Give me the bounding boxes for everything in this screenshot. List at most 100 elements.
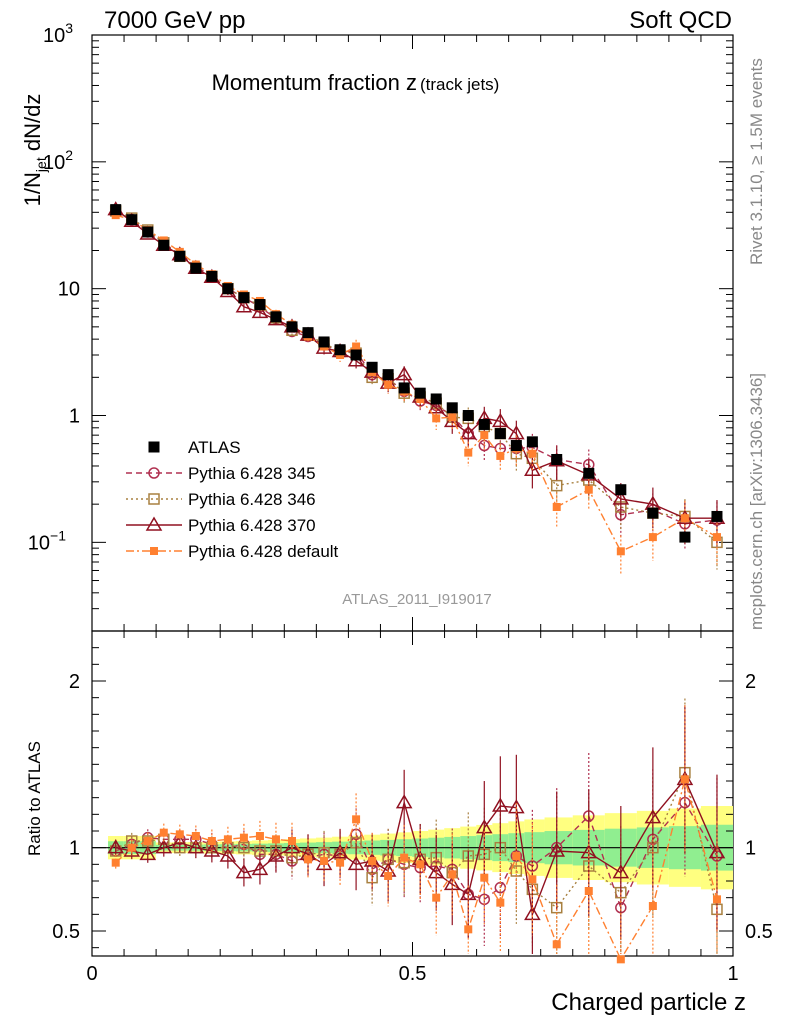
atlas-point <box>430 393 442 405</box>
ratio-point <box>175 830 184 839</box>
ratio-point <box>395 794 413 809</box>
series-point <box>680 514 689 523</box>
legend-label: Pythia 6.428 346 <box>188 490 316 509</box>
atlas-point <box>398 382 410 394</box>
ratio-point <box>235 864 253 879</box>
x-tick-label: 0 <box>86 963 97 985</box>
y-axis-title-ratio: Ratio to ATLAS <box>25 741 44 856</box>
series-point <box>552 502 561 511</box>
ratio-point <box>480 873 489 882</box>
series-point <box>448 413 457 422</box>
ratio-point <box>139 845 157 861</box>
legend-marker <box>148 493 160 505</box>
header-left: 7000 GeV pp <box>104 7 245 34</box>
series-point <box>480 431 489 440</box>
series-point <box>616 547 625 556</box>
series-point <box>712 533 721 542</box>
legend-marker <box>148 467 160 479</box>
ratio-point <box>191 832 200 840</box>
atlas-point <box>366 361 378 373</box>
y-axis-title-main-text: 1/Njet dN/dz <box>20 94 49 207</box>
ratio-point <box>287 837 296 845</box>
ratio-point <box>143 837 152 845</box>
ratio-line <box>115 801 718 910</box>
ratio-point <box>271 835 280 844</box>
legend-marker-atlas <box>148 441 160 453</box>
atlas-point <box>478 418 490 430</box>
atlas-point <box>615 484 627 496</box>
atlas-point <box>286 321 298 333</box>
ratio-point <box>352 815 361 824</box>
header-right: Soft QCD <box>629 7 732 34</box>
atlas-point <box>270 311 282 323</box>
series-point <box>648 533 657 542</box>
series-point <box>496 451 505 460</box>
series-point <box>584 485 593 494</box>
ratio-frame <box>91 630 734 957</box>
y-tick-label-ratio-right: 2 <box>745 671 756 693</box>
ratio-point <box>512 852 521 860</box>
series-point <box>416 394 425 403</box>
series-point <box>352 342 361 351</box>
series-point <box>235 298 253 313</box>
legend-label: Pythia 6.428 370 <box>188 516 316 535</box>
series-point <box>111 211 120 220</box>
y-tick-label-ratio: 2 <box>69 671 80 693</box>
legend-marker <box>145 516 163 531</box>
atlas-point <box>494 428 506 440</box>
series-point <box>508 425 525 440</box>
series-point <box>395 366 413 381</box>
ratio-point <box>368 857 377 865</box>
ratio-point <box>492 797 509 812</box>
ratio-point <box>336 858 345 867</box>
ratio-point <box>448 870 457 879</box>
legend-label: ATLAS <box>188 438 241 457</box>
legend-label: Pythia 6.428 default <box>188 542 339 561</box>
series-point <box>464 448 473 457</box>
rivet-caption: Rivet 3.1.10, ≥ 1.5M events <box>747 58 766 265</box>
atlas-point <box>110 204 122 216</box>
atlas-point <box>526 436 538 448</box>
ratio-point <box>155 839 173 854</box>
atlas-point <box>318 336 330 348</box>
analysis-label: ATLAS_2011_I919017 <box>342 591 492 608</box>
ratio-point <box>712 895 721 904</box>
ratio-point <box>644 809 662 824</box>
ratio-point <box>432 893 441 902</box>
ratio-point <box>528 875 537 884</box>
series-point <box>384 380 393 389</box>
legend-label: Pythia 6.428 345 <box>188 464 316 483</box>
atlas-point <box>222 283 234 295</box>
ratio-point <box>239 833 248 842</box>
atlas-point <box>174 250 186 262</box>
ratio-point <box>223 835 232 844</box>
atlas-point <box>206 270 218 282</box>
atlas-point <box>142 226 154 238</box>
series-point <box>612 490 630 505</box>
ratio-point <box>347 855 365 871</box>
series-point <box>550 479 563 492</box>
ratio-point <box>238 841 250 854</box>
x-tick-label: 0.5 <box>399 963 427 985</box>
ratio-band <box>92 806 733 890</box>
ratio-point <box>400 853 409 862</box>
ratio-point <box>612 864 630 879</box>
y-tick-label-main: 103 <box>43 20 73 47</box>
ratio-panel: 0 0.5 1 0.5 0.5 1 1 2 2 <box>52 630 773 985</box>
ratio-point <box>255 832 264 840</box>
atlas-point <box>510 440 522 452</box>
ratio-point <box>251 860 269 876</box>
atlas-point <box>126 214 138 226</box>
ratio-point <box>304 855 313 864</box>
ratio-point <box>320 857 329 865</box>
x-tick-label: 1 <box>727 963 738 985</box>
main-data <box>107 201 726 574</box>
ratio-point <box>680 775 689 784</box>
series-point <box>432 414 441 423</box>
y-tick-label-main: 10−1 <box>28 527 66 554</box>
mcplots-caption: mcplots.cern.ch [arXiv:1306.3436] <box>747 373 766 630</box>
series-point <box>459 425 477 440</box>
atlas-point <box>158 239 170 251</box>
